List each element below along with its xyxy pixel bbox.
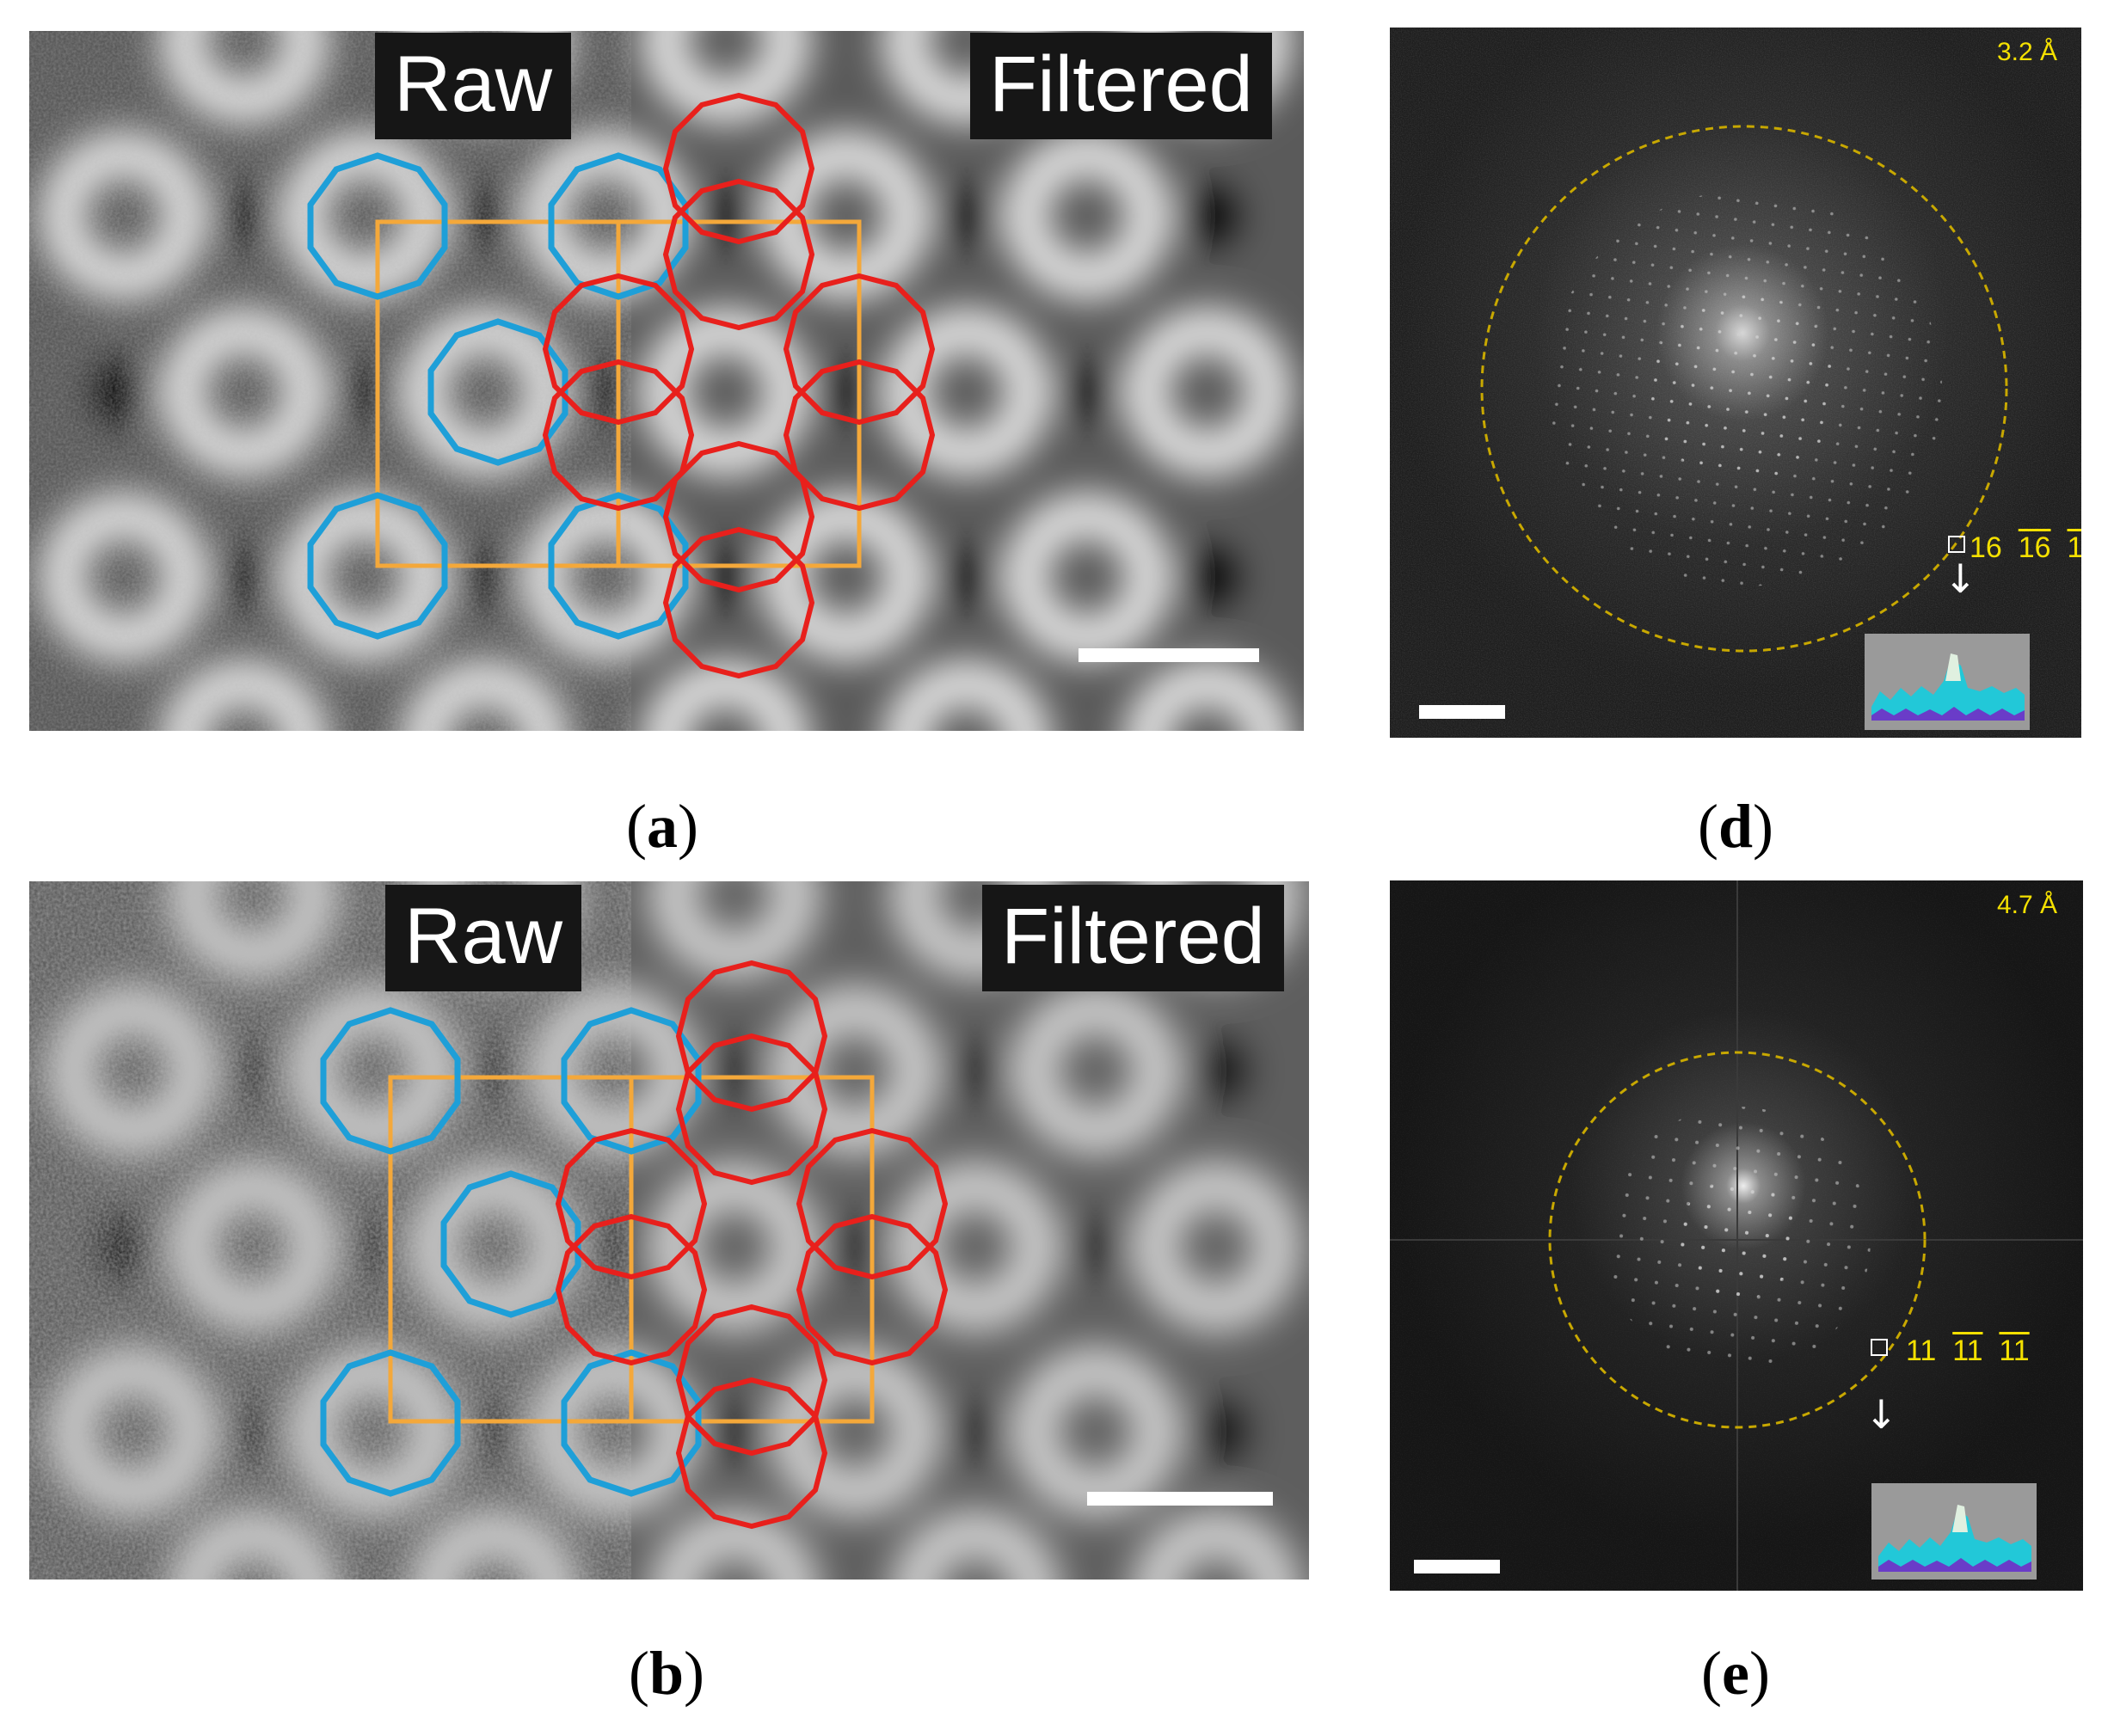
resolution-label: 4.7 Å xyxy=(1997,891,2058,919)
panel-a-image: Raw Filtered xyxy=(29,31,1304,731)
fft-pattern xyxy=(1390,880,2083,1591)
filtered-label: Filtered xyxy=(970,33,1272,139)
square-marker-icon xyxy=(1948,536,1965,553)
panel-d-fft: 3.2 Å 16 16 16 ↓ xyxy=(1390,28,2081,738)
miller-index-label: 16 16 16 xyxy=(1970,531,2081,564)
down-arrow-icon: ↓ xyxy=(1944,555,1977,602)
raw-label: Raw xyxy=(385,885,582,991)
scale-bar xyxy=(1414,1560,1500,1573)
fft-pattern xyxy=(1390,28,2081,738)
caption-e: (e) xyxy=(1701,1639,1770,1708)
raw-label: Raw xyxy=(375,33,572,139)
spot-profile-inset xyxy=(1865,634,2030,730)
spot-profile-inset xyxy=(1871,1483,2037,1580)
caption-a: (a) xyxy=(626,792,698,861)
scale-bar xyxy=(1419,705,1505,719)
caption-b: (b) xyxy=(628,1639,704,1708)
scale-bar xyxy=(1087,1492,1273,1506)
filtered-label: Filtered xyxy=(982,885,1284,991)
caption-d: (d) xyxy=(1697,792,1773,861)
panel-e-fft: 4.7 Å 11 11 11 ↓ xyxy=(1390,880,2083,1591)
panel-a-micrograph xyxy=(29,31,1304,731)
down-arrow-icon: ↓ xyxy=(1865,1391,1898,1438)
panel-b-micrograph xyxy=(29,881,1309,1580)
square-marker-icon xyxy=(1871,1339,1888,1356)
panel-b-image: Raw Filtered xyxy=(29,881,1309,1580)
miller-index-label: 11 11 11 xyxy=(1906,1334,2030,1367)
resolution-label: 3.2 Å xyxy=(1997,38,2058,66)
scale-bar xyxy=(1079,648,1259,662)
